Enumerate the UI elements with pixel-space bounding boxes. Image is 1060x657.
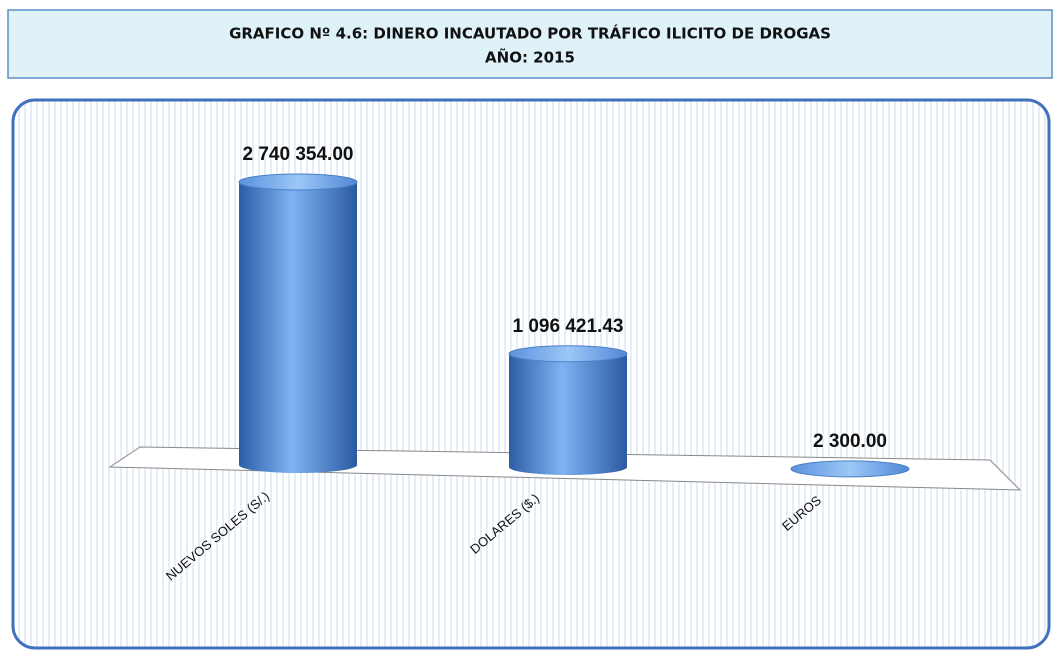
chart-subtitle: AÑO: 2015 [485, 48, 575, 67]
data-label: 1 096 421.43 [513, 316, 624, 337]
bar-top [508, 345, 628, 363]
bar-top [238, 173, 358, 191]
data-label: 2 300.00 [813, 431, 887, 452]
header-box [7, 9, 1053, 79]
bar [790, 460, 910, 478]
bar [508, 345, 628, 476]
bar-body [509, 353, 627, 476]
bar-top [790, 460, 910, 478]
bar-body [239, 182, 357, 473]
chart-title: GRAFICO Nº 4.6: DINERO INCAUTADO POR TRÁ… [229, 24, 831, 43]
data-label: 2 740 354.00 [243, 144, 354, 165]
bar [238, 173, 358, 473]
